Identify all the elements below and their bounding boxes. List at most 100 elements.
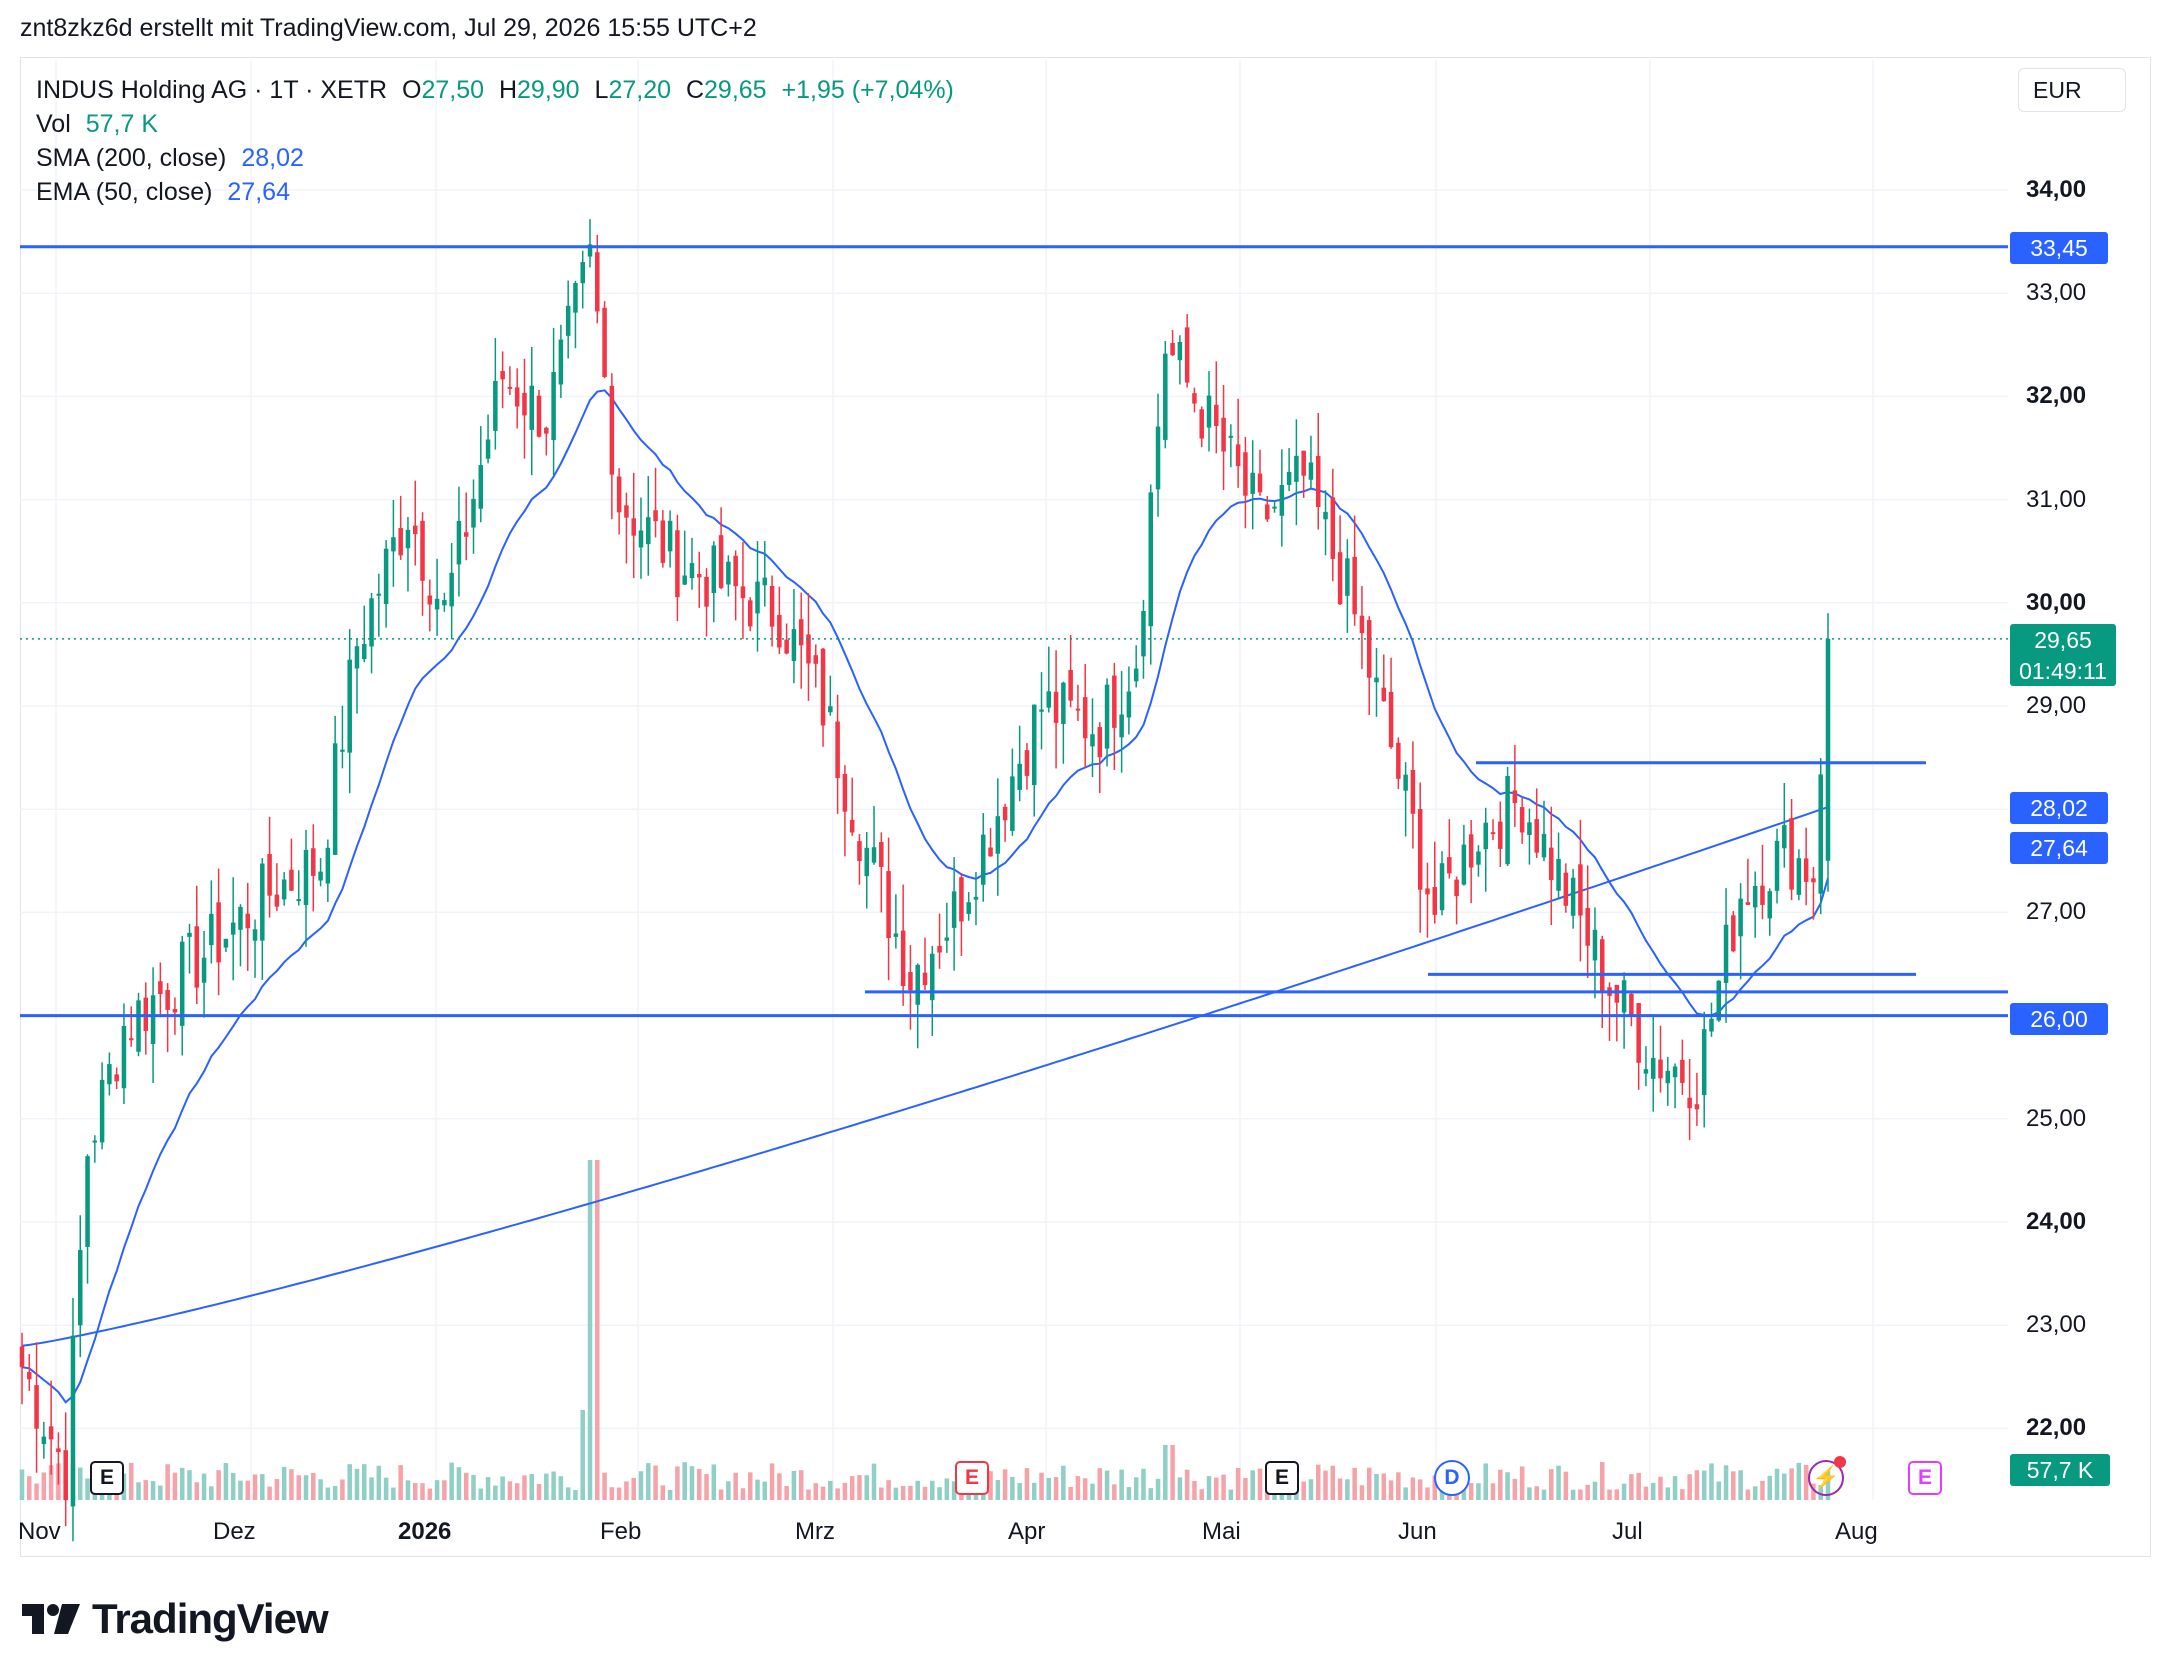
earnings-marker-2[interactable]: E — [955, 1461, 989, 1495]
volume-bar — [871, 1463, 877, 1500]
candle-body — [63, 1450, 68, 1501]
volume-bar — [1687, 1474, 1692, 1500]
candle-body — [616, 476, 622, 513]
volume-bar — [1170, 1445, 1175, 1500]
volume-bar — [1104, 1470, 1110, 1500]
candle-body — [493, 380, 498, 431]
candle-body — [1206, 395, 1212, 428]
candle-body — [1665, 1070, 1671, 1084]
candle-body — [230, 922, 236, 935]
candle-body — [908, 972, 913, 991]
candle-body — [1672, 1066, 1678, 1078]
candle-body — [1112, 675, 1117, 728]
volume-bar — [369, 1477, 374, 1500]
candle-body — [544, 427, 549, 434]
volume-bar — [1512, 1478, 1518, 1500]
tradingview-logo-icon — [22, 1604, 80, 1634]
sma-label[interactable]: SMA (200, close) — [36, 144, 227, 172]
volume-bar — [777, 1473, 782, 1500]
candle-body — [1243, 452, 1248, 496]
candle-body — [813, 655, 819, 664]
candle-body — [1192, 393, 1197, 404]
volume-bar — [1476, 1483, 1481, 1500]
candle-body — [1425, 888, 1430, 895]
candle-body — [172, 1008, 178, 1013]
candle-body — [1454, 879, 1459, 897]
volume-bar — [1381, 1473, 1387, 1500]
candle-body — [879, 842, 884, 867]
volume-bar — [1782, 1473, 1787, 1500]
candle-body — [587, 244, 593, 257]
volume-bar — [653, 1465, 658, 1500]
time-tick-label: Mrz — [795, 1518, 835, 1545]
volume-bar — [449, 1462, 454, 1500]
volume-bar — [347, 1464, 352, 1500]
volume-bar — [995, 1479, 1001, 1500]
earnings-marker-1[interactable]: E — [90, 1461, 124, 1495]
symbol-title[interactable]: INDUS Holding AG · 1T · XETR — [36, 76, 388, 104]
volume-bar — [398, 1465, 403, 1500]
time-tick-label: Jun — [1398, 1518, 1437, 1545]
candle-body — [704, 576, 709, 607]
dividend-marker[interactable]: D — [1434, 1460, 1470, 1496]
earnings-marker-3[interactable]: E — [1265, 1461, 1299, 1495]
candle-body — [536, 395, 542, 437]
earnings-marker-future[interactable]: E — [1908, 1461, 1942, 1495]
volume-bar — [820, 1486, 826, 1500]
volume-bar — [507, 1481, 513, 1500]
candle-body — [682, 575, 687, 585]
volume-bar — [718, 1489, 724, 1500]
volume-bar — [78, 1467, 83, 1500]
candle-body — [1636, 1003, 1641, 1063]
volume-bar — [1017, 1482, 1022, 1500]
candle-body — [624, 505, 629, 518]
currency-selector[interactable]: EUR — [2018, 68, 2126, 112]
volume-bar — [1585, 1484, 1590, 1500]
volume-bar — [857, 1475, 862, 1500]
volume-bar — [1556, 1465, 1561, 1500]
candle-body — [835, 721, 840, 779]
time-tick-label: 2026 — [398, 1518, 452, 1545]
candle-body — [1563, 872, 1569, 906]
candle-body — [1716, 980, 1722, 1021]
tradingview-logo[interactable]: TradingView — [22, 1595, 329, 1643]
volume-bar — [791, 1470, 797, 1500]
volume-bar — [260, 1474, 265, 1500]
volume-bar — [1425, 1487, 1430, 1500]
candle-body — [347, 659, 352, 753]
candle-body — [1403, 774, 1408, 791]
volume-bar — [551, 1471, 556, 1500]
volume-bar — [1694, 1470, 1700, 1500]
volume-bar — [1614, 1489, 1620, 1500]
volume-bar — [1541, 1489, 1547, 1500]
volume-label[interactable]: Vol — [36, 110, 71, 138]
ema-50-line — [21, 389, 1829, 1404]
volume-bar — [1228, 1489, 1234, 1500]
low-value: 27,20 — [608, 76, 671, 104]
lightning-icon[interactable]: ⚡ — [1808, 1460, 1844, 1496]
ema-tag: 27,64 — [2010, 832, 2108, 864]
candle-body — [747, 600, 753, 627]
volume-bar — [318, 1479, 323, 1500]
candle-body — [391, 537, 396, 552]
volume-bar — [1774, 1468, 1780, 1500]
candle-body — [1512, 790, 1518, 803]
candle-body — [383, 548, 389, 604]
volume-bar — [332, 1486, 338, 1500]
candle-body — [988, 847, 993, 857]
volume-bar — [828, 1480, 833, 1500]
volume-bar — [565, 1487, 571, 1500]
ema-label[interactable]: EMA (50, close) — [36, 178, 213, 206]
candle-body — [1221, 417, 1226, 452]
sma-200-line — [21, 806, 1829, 1347]
candle-body — [1017, 763, 1022, 790]
volume-bar — [1629, 1474, 1634, 1500]
candle-body — [1279, 484, 1285, 516]
support-tag: 26,00 — [2010, 1003, 2108, 1035]
candle-body — [1629, 993, 1634, 1016]
candle-body — [871, 847, 877, 863]
candle-body — [580, 262, 585, 284]
candle-body — [1811, 878, 1816, 883]
candle-body — [828, 706, 833, 713]
